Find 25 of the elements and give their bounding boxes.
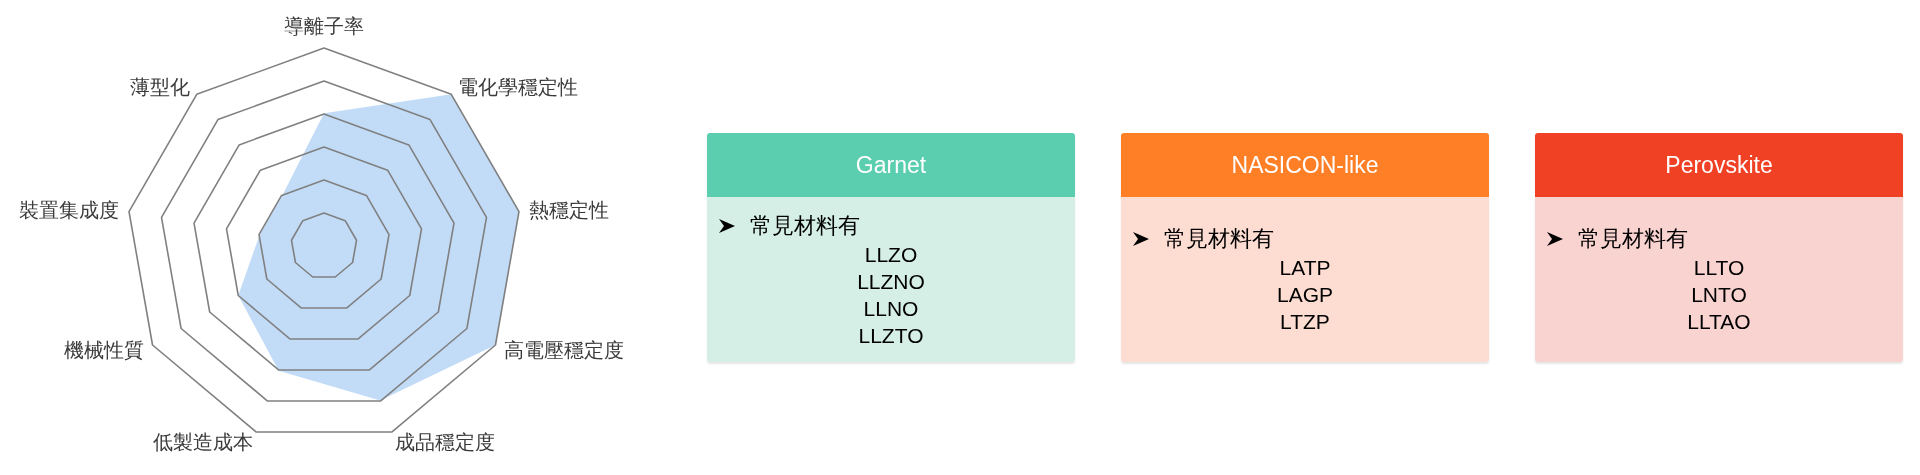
text: 常見材料有 [1578,225,1688,253]
spoke-label: 薄型化 [130,75,191,98]
text: LLTAO [1686,309,1752,335]
text: LLZTO [857,322,925,349]
text: Perovskite [1535,133,1903,197]
spoke-label: 機械性質 [63,339,144,361]
text: Garnet [707,133,1075,197]
spoke-label: 熱穩定性 [528,198,609,221]
spoke-label: 低製造成本 [152,430,253,453]
text: LLTO [1692,255,1746,281]
text: LTZP [1279,309,1331,335]
text: LLNO [862,295,920,322]
text: LLZO [863,241,919,268]
spoke-label: 高電壓穩定度 [504,339,625,361]
spoke-label: 成品穩定度 [395,430,496,453]
spoke-label: 裝置集成度 [19,198,120,221]
text: LLZNO [856,268,926,295]
spoke-label: 導離子率 [284,15,364,37]
text: LATP [1278,255,1332,281]
text: 常見材料有 [750,211,860,240]
text: 常見材料有 [1164,225,1274,253]
text: NASICON-like [1121,133,1489,197]
spoke-label: 電化學穩定性 [457,75,578,98]
text: LNTO [1690,282,1748,308]
text: LAGP [1276,282,1334,308]
